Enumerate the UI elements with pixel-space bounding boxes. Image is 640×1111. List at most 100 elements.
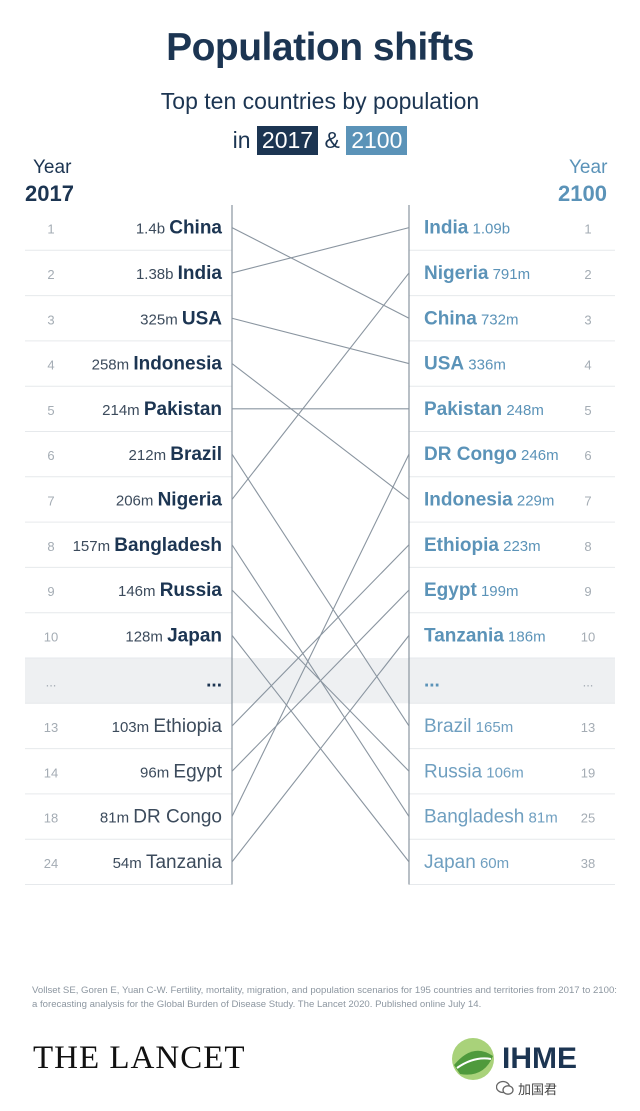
right-rank-label: 6	[584, 448, 591, 463]
subtitle-prefix: in	[232, 127, 251, 153]
left-rank-label: 24	[44, 856, 58, 871]
left-value-label: 258m	[92, 357, 134, 374]
left-country-label: 1.38b India	[136, 263, 222, 284]
right-value-label: 199m	[477, 583, 519, 600]
right-value-label: 336m	[464, 357, 506, 374]
right-country-name: Bangladesh	[424, 807, 524, 828]
left-rank-label: 4	[47, 358, 54, 373]
left-country-name: Russia	[160, 580, 223, 601]
left-value-label: 1.4b	[136, 221, 169, 238]
right-country-label: Bangladesh 81m	[424, 807, 558, 828]
right-country-name: Tanzania	[424, 625, 504, 646]
left-country-label: 157m Bangladesh	[73, 535, 222, 556]
right-rank-label: 10	[581, 629, 595, 644]
right-rank-label: ...	[583, 675, 594, 690]
lancet-logo: THE LANCET	[33, 1040, 246, 1076]
left-value-label: 212m	[129, 447, 171, 464]
citation: Vollset SE, Goren E, Yuan C-W. Fertility…	[32, 985, 617, 1010]
right-country-name: Japan	[424, 852, 476, 873]
left-rank-label: 18	[44, 811, 58, 826]
right-value-label: 106m	[482, 764, 524, 781]
right-country-name: DR Congo	[424, 444, 517, 465]
ihme-leaf-icon	[452, 1038, 494, 1080]
right-country-name: Ethiopia	[424, 535, 499, 556]
right-value-label: 60m	[476, 855, 509, 872]
left-rank-label: ...	[46, 675, 57, 690]
left-value-label: 96m	[140, 764, 173, 781]
connector-india	[231, 227, 410, 274]
right-value-label: 229m	[513, 492, 555, 509]
year-badge-2100: 2100	[346, 126, 408, 155]
left-country-label: ...	[206, 671, 222, 692]
right-rank-label: 4	[584, 358, 591, 373]
left-rank-label: 10	[44, 629, 58, 644]
right-country-name: Indonesia	[424, 489, 513, 510]
left-country-label: 212m Brazil	[129, 444, 222, 465]
left-value-label: 128m	[125, 628, 167, 645]
chart-subtitle-years: in 2017 & 2100	[0, 126, 640, 155]
left-country-label: 128m Japan	[125, 625, 222, 646]
left-country-name: DR Congo	[133, 807, 222, 828]
left-value-label: 206m	[116, 492, 158, 509]
left-country-label: 258m Indonesia	[92, 354, 223, 375]
right-rank-label: 13	[581, 720, 595, 735]
right-country-name: China	[424, 308, 477, 329]
left-rank-label: 9	[47, 584, 54, 599]
connector-indonesia	[231, 363, 410, 500]
left-country-name: Bangladesh	[114, 535, 222, 556]
left-rank-label: 2	[47, 267, 54, 282]
right-country-label: Pakistan 248m	[424, 399, 544, 420]
right-country-name: Russia	[424, 761, 483, 782]
left-country-name: ...	[206, 671, 222, 692]
left-country-name: Egypt	[173, 761, 222, 782]
right-country-name: USA	[424, 354, 464, 375]
left-country-name: Nigeria	[158, 489, 223, 510]
left-country-label: 206m Nigeria	[116, 489, 223, 510]
left-rank-label: 14	[44, 765, 58, 780]
left-country-name: Brazil	[170, 444, 222, 465]
left-country-name: USA	[182, 308, 222, 329]
left-country-label: 146m Russia	[118, 580, 222, 601]
connector-tanzania	[231, 635, 410, 863]
right-rank-label: 2	[584, 267, 591, 282]
left-value-label: 103m	[112, 719, 154, 736]
right-country-label: India 1.09b	[424, 218, 510, 239]
left-rank-label: 7	[47, 493, 54, 508]
right-rank-label: 9	[584, 584, 591, 599]
right-value-label: 791m	[488, 266, 530, 283]
right-country-name: Nigeria	[424, 263, 489, 284]
left-country-name: Ethiopia	[153, 716, 222, 737]
left-country-label: 1.4b China	[136, 218, 223, 239]
ihme-logo-text: IHME	[502, 1042, 577, 1075]
left-value-label: 157m	[73, 538, 115, 555]
right-value-label: 1.09b	[468, 221, 510, 238]
right-rank-label: 8	[584, 539, 591, 554]
right-country-label: Russia 106m	[424, 761, 524, 782]
right-value-label: 165m	[472, 719, 514, 736]
left-country-label: 325m USA	[140, 308, 222, 329]
left-value-label: 146m	[118, 583, 160, 600]
left-rank-label: 13	[44, 720, 58, 735]
left-value-label: 81m	[100, 810, 133, 827]
right-country-label: Ethiopia 223m	[424, 535, 541, 556]
left-country-label: 103m Ethiopia	[112, 716, 223, 737]
left-value-label: 214m	[102, 402, 144, 419]
right-country-label: Indonesia 229m	[424, 489, 554, 510]
chart-subtitle: Top ten countries by population	[160, 88, 480, 114]
right-country-name: Brazil	[424, 716, 472, 737]
right-country-label: Brazil 165m	[424, 716, 513, 737]
right-value-label: 223m	[499, 538, 541, 555]
right-country-name: India	[424, 218, 469, 239]
right-country-label: DR Congo 246m	[424, 444, 559, 465]
chart-title: Population shifts	[166, 26, 474, 69]
left-country-name: India	[178, 263, 223, 284]
connector-nigeria	[231, 272, 410, 500]
connector-egypt	[231, 589, 410, 772]
left-country-name: Pakistan	[144, 399, 222, 420]
left-country-label: 54m Tanzania	[113, 852, 223, 873]
left-value-label: 1.38b	[136, 266, 178, 283]
connector-brazil	[231, 453, 410, 727]
left-rank-label: 3	[47, 312, 54, 327]
